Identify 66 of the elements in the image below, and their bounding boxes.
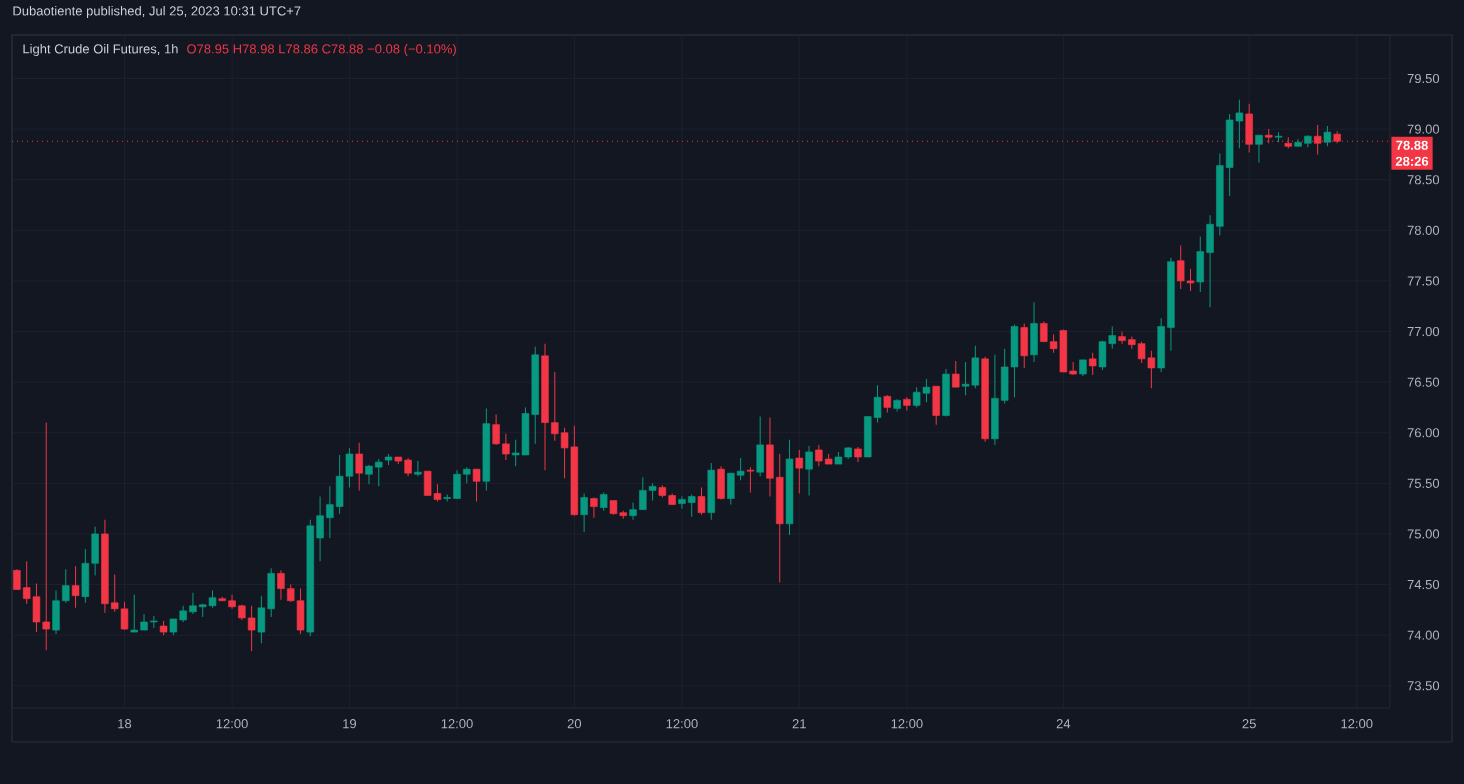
candlestick (492, 414, 500, 446)
y-tick-label: 75.00 (1407, 529, 1440, 539)
x-tick-label: 20 (567, 719, 582, 729)
candlestick (414, 460, 422, 477)
candlestick (795, 449, 804, 494)
candlestick (903, 396, 911, 411)
x-tick-label: 19 (343, 719, 357, 729)
candlestick (1069, 361, 1077, 376)
candlestick (580, 492, 588, 533)
x-tick-label: 18 (118, 719, 132, 729)
y-tick-label: 77.00 (1407, 326, 1440, 337)
candlestick (1088, 352, 1097, 376)
x-tick-label: 12:00 (1341, 719, 1373, 729)
x-tick-label: 21 (792, 719, 806, 729)
x-tick-label: 24 (1056, 719, 1071, 729)
candlestick (1118, 331, 1126, 345)
candlestick (1255, 134, 1263, 164)
text: Dubaotiente published, Jul 25, 2023 10:31 UTC+7 (13, 5, 301, 19)
candlestick (502, 433, 510, 461)
text: O78.95 H78.98 L78.86 C78.88 −0.08 (−0.10%) (187, 43, 456, 57)
y-tick-label: 75.50 (1407, 478, 1440, 488)
candlestick (1323, 125, 1332, 147)
candlestick (736, 457, 745, 481)
y-tick-label: 78.00 (1407, 225, 1440, 235)
candlestick (815, 444, 823, 467)
y-tick-label: 76.00 (1407, 428, 1440, 438)
candlestick (316, 495, 324, 562)
candlestick (189, 592, 197, 615)
text: 28:26 (1395, 156, 1429, 166)
x-tick-label: 12:00 (666, 719, 698, 729)
candlestick (697, 486, 706, 516)
candlestick (71, 565, 80, 609)
y-tick-label: 78.50 (1407, 175, 1440, 185)
y-tick-label: 73.50 (1407, 681, 1440, 691)
candlestick (678, 495, 686, 510)
x-tick-label: 12:00 (216, 719, 248, 729)
candlestick (355, 442, 363, 491)
candlestick (805, 445, 813, 496)
x-tick-label: 12:00 (891, 719, 923, 729)
candlestick (130, 594, 138, 633)
candlestick (952, 360, 960, 388)
candlestick (375, 458, 383, 487)
y-tick-label: 76.50 (1407, 377, 1440, 387)
candlestick (326, 485, 334, 539)
y-tick-label: 74.50 (1407, 579, 1440, 590)
candlestick (639, 476, 647, 511)
ref-line-label: 78.88 (1396, 140, 1428, 150)
candlestick (687, 493, 696, 518)
candlestick (599, 491, 608, 512)
y-tick-label: 79.50 (1407, 73, 1440, 84)
candlestick (746, 466, 755, 493)
y-tick-label: 77.50 (1407, 276, 1440, 286)
y-tick-label: 74.00 (1407, 630, 1440, 640)
candlestick (404, 457, 412, 477)
candlestick (629, 502, 637, 521)
candlestick (13, 568, 21, 591)
candlestick (62, 568, 70, 604)
candlestick (472, 468, 481, 503)
text: Light Crude Oil Futures, 1h (23, 43, 178, 57)
x-tick-label: 25 (1242, 719, 1256, 729)
candlestick (365, 464, 373, 485)
y-tick-label: 79.00 (1407, 124, 1440, 134)
candlestick (277, 569, 285, 601)
x-tick-label: 12:00 (441, 719, 473, 729)
candlestick (247, 605, 256, 652)
candlestick (228, 594, 236, 610)
